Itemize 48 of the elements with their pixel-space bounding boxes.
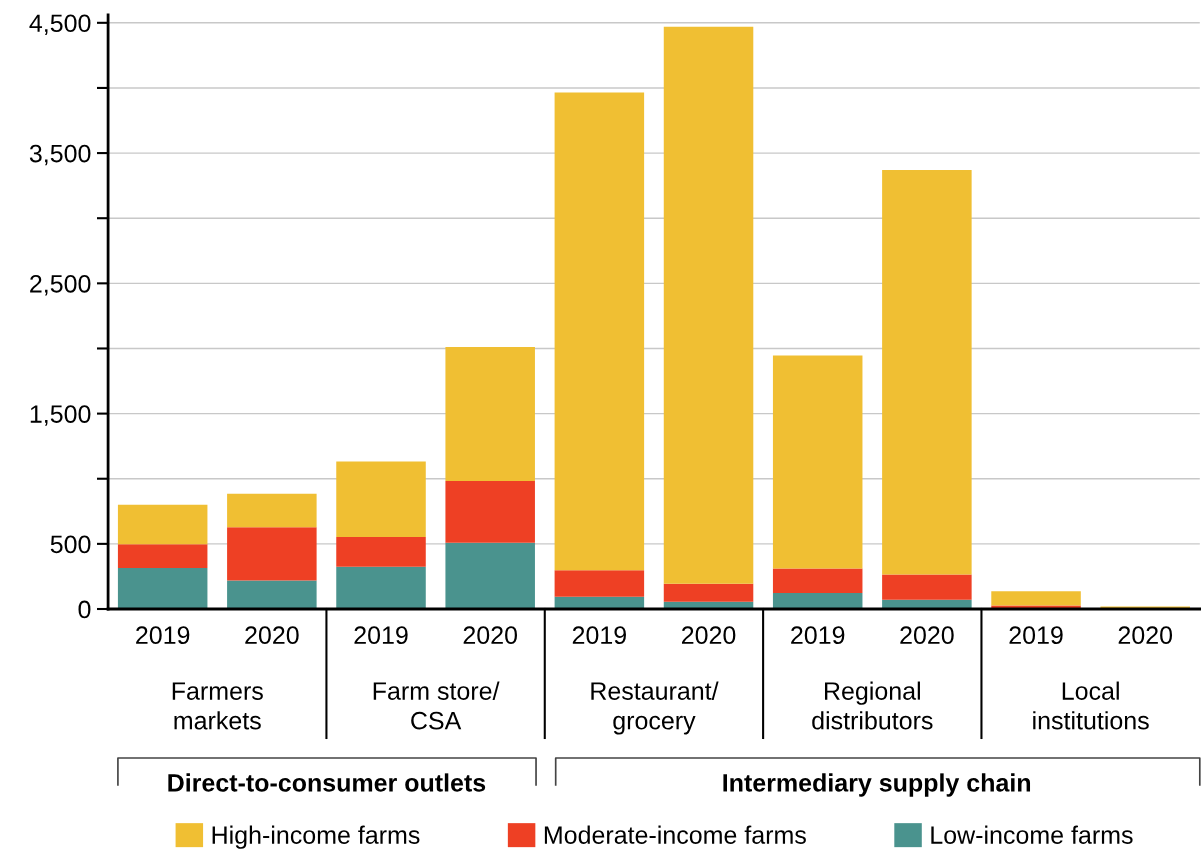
text: Direct-to-consumer outlets — [168, 773, 486, 792]
bar — [554, 92, 645, 571]
bar — [772, 568, 863, 593]
y-tick-label: 4,500 — [29, 14, 91, 36]
x-tick-label: 2019 — [791, 626, 845, 645]
bar — [336, 461, 426, 538]
bar — [445, 542, 535, 609]
bar — [882, 574, 972, 600]
legend-label: Low-income farms — [931, 825, 1133, 844]
y-tick-label: 1,500 — [30, 405, 91, 426]
bar — [227, 493, 317, 528]
y-tick-label: 3,500 — [29, 144, 91, 166]
bar — [554, 570, 645, 597]
y-tick-label: 0 — [78, 600, 91, 619]
y-tick-label: 2,500 — [30, 274, 91, 296]
x-tick-label: 2019 — [572, 626, 626, 645]
bar — [663, 26, 754, 584]
bar — [445, 481, 535, 543]
x-tick-label: 2019 — [1009, 626, 1063, 645]
bar — [336, 537, 426, 567]
bar — [227, 580, 317, 609]
y-tick-label: 500 — [50, 535, 91, 554]
bar — [445, 346, 535, 482]
legend-label: High-income farms — [212, 825, 420, 849]
x-tick-label: 2020 — [463, 626, 518, 645]
x-tick-label: 2019 — [354, 626, 408, 645]
text: Local institutions — [1033, 681, 1149, 730]
x-tick-label: 2019 — [136, 626, 190, 645]
bar — [991, 591, 1081, 606]
text: Farmers markets — [172, 682, 263, 730]
text: Farm store/ CSA — [373, 681, 500, 730]
bar — [117, 544, 208, 568]
bar — [227, 527, 317, 581]
bar — [772, 592, 863, 609]
text: Regional distributors — [812, 681, 933, 730]
legend-label: Moderate-income farms — [544, 825, 806, 844]
x-tick-label: 2020 — [681, 626, 736, 645]
bar — [117, 504, 208, 545]
bar — [882, 169, 972, 575]
bar — [772, 355, 863, 569]
bar — [663, 583, 754, 602]
bar — [336, 566, 426, 609]
text: Intermediary supply chain — [723, 773, 1031, 797]
x-tick-label: 2020 — [1118, 626, 1173, 645]
text: Restaurant/ grocery — [591, 681, 719, 735]
x-tick-label: 2020 — [900, 626, 954, 645]
bar — [117, 567, 208, 609]
x-tick-label: 2020 — [245, 626, 299, 645]
